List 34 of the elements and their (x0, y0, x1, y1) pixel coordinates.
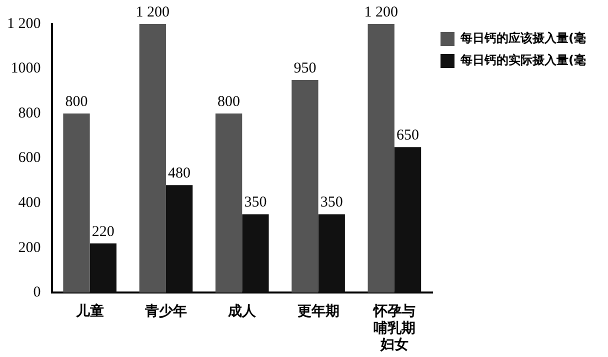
bar (394, 147, 422, 293)
bar (90, 243, 116, 293)
data-label: 1 200 (364, 4, 398, 20)
bar (139, 24, 166, 293)
x-tick-label: 更年期 (297, 304, 340, 320)
y-tick-label: 1 200 (7, 16, 41, 32)
data-label: 650 (396, 128, 420, 144)
data-label: 950 (294, 60, 316, 76)
y-tick-label: 600 (18, 150, 41, 166)
x-tick-label: 青少年 (144, 304, 187, 320)
data-label: 350 (244, 194, 267, 211)
bar (166, 185, 193, 293)
bar (215, 114, 242, 293)
bar (63, 114, 90, 293)
data-label: 800 (218, 94, 240, 110)
y-tick-label: 0 (33, 284, 41, 301)
bar (318, 214, 345, 293)
bar (368, 24, 394, 293)
y-tick-label: 800 (18, 105, 41, 122)
legend-label: 每日钙的应该摄入量(毫 (460, 31, 586, 46)
y-tick-label: 400 (18, 195, 41, 212)
bar (242, 214, 269, 293)
x-tick-label: 成人 (227, 304, 258, 320)
legend-label: 每日钙的实际摄入量(毫 (460, 53, 586, 68)
data-label: 220 (92, 224, 114, 240)
x-tick-label: 怀孕与哺乳期妇女 (372, 304, 416, 354)
data-label: 800 (65, 94, 88, 110)
y-tick-label: 200 (18, 240, 41, 256)
data-label: 480 (168, 166, 191, 182)
x-tick-label: 儿童 (74, 302, 104, 320)
bar (292, 80, 318, 293)
data-label: 350 (320, 194, 343, 211)
data-label: 1 200 (136, 4, 170, 20)
y-tick-label: 1000 (10, 60, 41, 77)
